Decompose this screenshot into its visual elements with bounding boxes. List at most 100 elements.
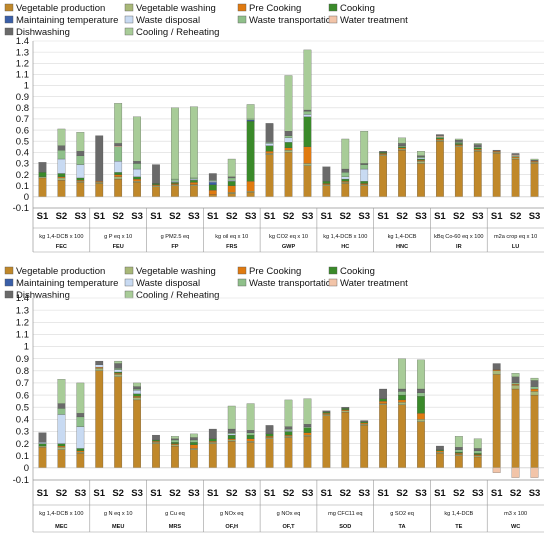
bar-segment xyxy=(246,438,255,442)
category-label: HNC xyxy=(396,244,408,250)
bar-segment xyxy=(152,186,160,197)
bar-segment xyxy=(341,172,350,177)
bar-segment xyxy=(341,409,350,411)
bar-segment xyxy=(284,152,293,197)
unit-label: kBq Co-60 eq x 100 xyxy=(434,234,483,240)
bar-segment xyxy=(133,163,141,170)
scenario-label: S3 xyxy=(75,211,87,222)
bar-segment xyxy=(152,441,160,443)
bar-segment xyxy=(265,145,274,152)
bar-meu-s1 xyxy=(95,360,104,468)
bar-segment xyxy=(227,432,236,435)
y-tick-label: 1 xyxy=(24,81,29,92)
bar-segment xyxy=(171,445,179,468)
bar-gwp-s1 xyxy=(265,123,274,197)
bar-segment xyxy=(398,402,406,405)
bar-segment xyxy=(303,109,312,112)
bar-segment xyxy=(492,370,501,375)
bar-segment xyxy=(171,439,179,443)
bar-segment xyxy=(511,388,520,468)
bar-segment xyxy=(511,385,520,390)
bar-ir-s1 xyxy=(436,134,444,197)
bar-segment xyxy=(379,152,388,154)
bar-wc-s1 xyxy=(492,363,501,473)
category-label: OF,T xyxy=(282,524,295,530)
bar-segment xyxy=(246,434,255,439)
bar-segment xyxy=(511,157,520,160)
bar-segment xyxy=(227,158,236,177)
legend-label: Cooling / Reheating xyxy=(136,27,219,38)
bar-segment xyxy=(152,443,160,468)
bar-of-h-s3 xyxy=(246,403,255,468)
y-tick-label: 1.3 xyxy=(16,305,29,316)
category-label: FEC xyxy=(56,244,67,250)
bar-fp-s2 xyxy=(171,107,179,197)
bar-segment xyxy=(341,181,350,183)
scenario-label: S2 xyxy=(112,211,124,222)
bar-sod-s2 xyxy=(341,407,350,468)
bar-feu-s2 xyxy=(114,103,123,197)
bar-segment xyxy=(473,148,482,151)
bar-sod-s1 xyxy=(322,410,331,468)
bar-segment xyxy=(530,388,539,392)
category-label: MEU xyxy=(112,524,124,530)
bar-segment xyxy=(284,147,293,151)
y-tick-label: 1.4 xyxy=(16,293,29,304)
bar-segment xyxy=(208,184,217,191)
legend-swatch xyxy=(237,266,247,275)
bar-segment xyxy=(303,436,312,468)
bar-segment xyxy=(398,146,406,149)
bar-segment xyxy=(379,151,388,153)
bar-segment xyxy=(95,135,104,182)
legend-label: Pre Cooking xyxy=(249,3,301,14)
bar-segment xyxy=(189,449,198,468)
bar-segment xyxy=(322,411,331,414)
bar-segment xyxy=(417,419,425,422)
bar-segment xyxy=(417,413,425,420)
bar-segment xyxy=(511,467,520,478)
scenario-label: S2 xyxy=(226,211,238,222)
legend-label: Vegetable washing xyxy=(136,3,216,14)
category-label: GWP xyxy=(282,244,296,250)
y-tick-label: 0.7 xyxy=(16,114,29,125)
bar-frs-s3 xyxy=(246,104,255,197)
legend-label: Vegetable washing xyxy=(136,266,216,277)
scenario-label: S1 xyxy=(37,488,49,499)
bar-segment xyxy=(360,185,369,197)
legend-label: Pre Cooking xyxy=(249,266,301,277)
bar-segment xyxy=(379,388,388,399)
bar-segment xyxy=(152,164,160,184)
bar-segment xyxy=(511,384,520,386)
bar-segment xyxy=(57,145,66,151)
bar-fec-s1 xyxy=(38,162,47,197)
bar-segment xyxy=(152,439,160,442)
bar-lu-s2 xyxy=(511,153,520,197)
bar-meu-s3 xyxy=(133,382,141,468)
bar-segment xyxy=(227,428,236,433)
bar-segment xyxy=(284,430,293,432)
bar-segment xyxy=(341,408,350,410)
bar-hnc-s3 xyxy=(417,151,425,197)
bar-segment xyxy=(227,439,236,442)
bar-segment xyxy=(436,449,444,452)
scenario-label: S3 xyxy=(358,211,370,222)
bar-segment xyxy=(133,178,141,182)
legend-swatch xyxy=(124,278,134,287)
bar-segment xyxy=(95,181,104,183)
bar-segment xyxy=(57,180,66,197)
scenario-label: S3 xyxy=(472,211,484,222)
bar-ir-s3 xyxy=(473,143,482,197)
bar-segment xyxy=(76,182,85,197)
y-tick-label: 0.3 xyxy=(16,427,29,438)
bar-segment xyxy=(284,149,293,153)
bar-segment xyxy=(530,394,539,468)
bar-segment xyxy=(511,382,520,385)
bar-segment xyxy=(436,137,444,140)
bar-segment xyxy=(114,178,123,197)
bar-segment xyxy=(284,431,293,436)
bar-segment xyxy=(246,119,255,122)
bar-segment xyxy=(57,447,66,450)
bar-segment xyxy=(454,138,463,141)
bar-segment xyxy=(417,163,425,197)
bar-segment xyxy=(398,391,406,396)
